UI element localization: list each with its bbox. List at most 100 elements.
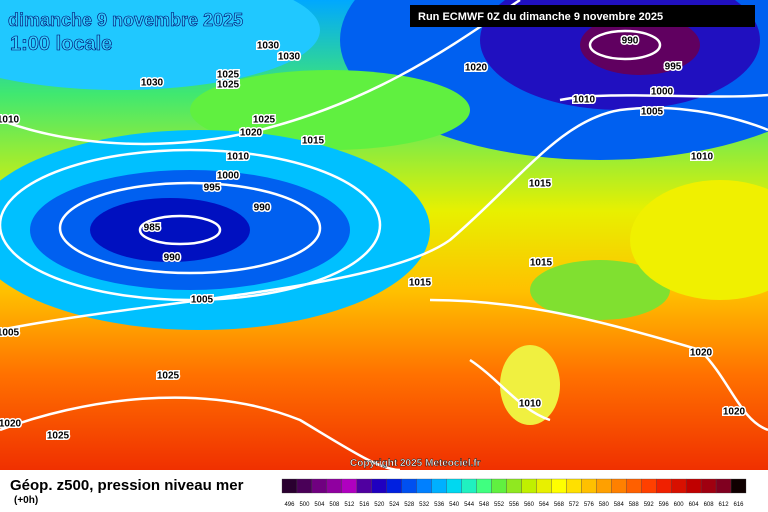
scale-label: 536: [434, 502, 445, 508]
isobar-label: 1015: [529, 179, 552, 190]
scale-label: 548: [479, 502, 490, 508]
scale-cell: [566, 478, 582, 494]
scale-cell: [326, 478, 343, 494]
scale-cell: [431, 478, 447, 494]
scale-label: 576: [584, 502, 595, 508]
isobar-label: 1030: [278, 52, 301, 63]
scale-label: 552: [494, 502, 505, 508]
scale-cell: [371, 478, 387, 494]
isobar-label: 1015: [409, 278, 432, 289]
scale-cell: [386, 478, 402, 494]
isobar-label: 1020: [0, 419, 22, 430]
scale-cell: [461, 478, 477, 494]
scale-cell: [506, 478, 522, 494]
scale-cell: [401, 478, 417, 494]
scale-label: 584: [614, 502, 625, 508]
scale-label: 580: [599, 502, 610, 508]
isobar-label: 1010: [691, 152, 714, 163]
isobar-label: 1010: [227, 152, 250, 163]
isobar-label: 1025: [217, 80, 240, 91]
isobar-label: 1030: [141, 78, 164, 89]
isobar-label: 1020: [690, 348, 713, 359]
isobar-label: 1025: [217, 70, 240, 81]
scale-cell: [311, 478, 328, 494]
scale-label: 588: [629, 502, 640, 508]
scale-cell: [296, 478, 313, 494]
scale-cell: [491, 478, 507, 494]
scale-label: 568: [554, 502, 565, 508]
scale-label: 516: [359, 502, 370, 508]
scale-cell: [730, 478, 747, 494]
scale-cell: [281, 478, 298, 494]
scale-label: 508: [329, 502, 340, 508]
isobar-label: 1015: [530, 258, 553, 269]
scale-cell: [551, 478, 567, 494]
isobar-label: 995: [204, 183, 221, 194]
isobar-label: 1015: [302, 136, 325, 147]
isobar-label: 1010: [519, 399, 542, 410]
isobar-label: 1020: [723, 407, 746, 418]
scale-cell: [416, 478, 432, 494]
isobar-label: 1010: [0, 115, 20, 126]
isobar-labels: 1030103010301025102510209909951000101010…: [0, 34, 747, 443]
scale-cell: [581, 478, 597, 494]
isobar-label: 995: [665, 62, 682, 73]
isobar-label: 1005: [0, 328, 20, 339]
scale-label: 520: [374, 502, 385, 508]
scale-label: 600: [674, 502, 685, 508]
scale-cell: [536, 478, 552, 494]
scale-label: 504: [314, 502, 325, 508]
isobar-label: 1010: [573, 95, 596, 106]
map-background: [0, 0, 768, 470]
isobar-label: 1025: [47, 431, 70, 442]
scale-label: 608: [704, 502, 715, 508]
run-info: Run ECMWF 0Z du dimanche 9 novembre 2025: [418, 11, 663, 23]
scale-label: 512: [344, 502, 355, 508]
scale-label: 560: [524, 502, 535, 508]
isobar-label: 1020: [465, 63, 488, 74]
scale-label: 592: [644, 502, 655, 508]
isobar-label: 990: [164, 253, 181, 264]
scale-cell: [596, 478, 612, 494]
scale-label: 528: [404, 502, 415, 508]
legend-title: Géop. z500, pression niveau mer: [10, 477, 244, 494]
isobar-label: 1005: [641, 107, 664, 118]
scale-cell: [671, 478, 687, 494]
scale-label: 544: [464, 502, 475, 508]
scale-label: 500: [299, 502, 310, 508]
scale-label: 604: [689, 502, 700, 508]
isobar-label: 1025: [157, 371, 180, 382]
scale-cell: [341, 478, 357, 494]
scale-label: 564: [539, 502, 550, 508]
scale-label: 616: [734, 502, 745, 508]
scale-cell: [626, 478, 642, 494]
scale-cell: [356, 478, 372, 494]
scale-cell: [700, 478, 717, 494]
isobar-label: 1005: [191, 295, 214, 306]
scale-cell: [685, 478, 702, 494]
isobar-label: 1030: [257, 41, 280, 52]
scale-cell: [476, 478, 492, 494]
scale-label: 572: [569, 502, 580, 508]
scale-label: 532: [419, 502, 430, 508]
map-title: dimanche 9 novembre 2025: [8, 10, 243, 30]
scale-label: 556: [509, 502, 520, 508]
scale-cell: [641, 478, 657, 494]
isobar-label: 990: [622, 36, 639, 47]
copyright: Copyright 2025 Meteociel.fr: [350, 458, 481, 469]
isobar-label: 1020: [240, 128, 263, 139]
scale-label: 524: [389, 502, 400, 508]
scale-cell: [715, 478, 732, 494]
isobar-label: 1000: [651, 87, 674, 98]
isobar-label: 1025: [253, 115, 276, 126]
run-banner: [410, 5, 755, 27]
isobar-label: 990: [254, 203, 271, 214]
scale-cell: [521, 478, 537, 494]
isobar-label: 985: [144, 223, 161, 234]
scale-cell: [446, 478, 462, 494]
scale-cell: [656, 478, 672, 494]
scale-label: 496: [284, 502, 295, 508]
scale-label: 612: [719, 502, 730, 508]
